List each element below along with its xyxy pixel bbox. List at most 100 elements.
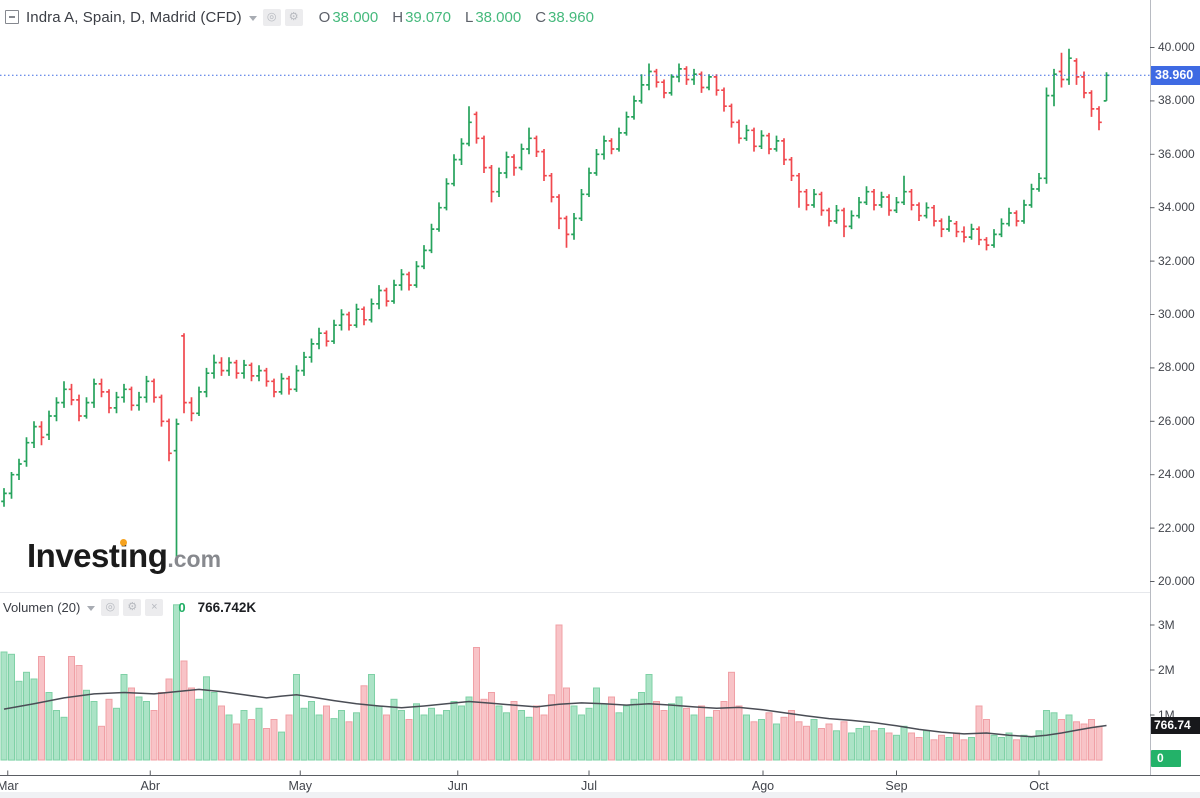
volume-bar (803, 725, 810, 761)
volume-bar (300, 707, 308, 761)
price-tick-label: 20.000 (1158, 574, 1195, 588)
ohlc-bar (466, 106, 472, 147)
volume-current-value: 0 (178, 599, 186, 615)
logo-orange-dot-i: i (119, 537, 129, 574)
volume-bar (1028, 737, 1035, 761)
logo-part: ng (128, 537, 168, 574)
ohlc-bar (758, 130, 765, 149)
ohlc-bar (796, 173, 802, 208)
ohlc-bar (413, 261, 420, 288)
volume-bar (368, 674, 375, 761)
volume-bar (683, 707, 690, 761)
volume-bar (353, 712, 360, 761)
ohlc-bar (61, 381, 67, 408)
close-value: 38.960 (548, 8, 594, 26)
ohlc-bar (143, 375, 150, 403)
ohlc-bar (188, 397, 195, 422)
volume-bar (728, 671, 735, 761)
volume-bar (713, 710, 720, 761)
ohlc-bar (556, 194, 562, 230)
ohlc-bar (241, 359, 247, 379)
volume-bar (1080, 723, 1088, 761)
ohlc-bar (301, 351, 307, 376)
ohlc-bar (136, 391, 142, 411)
volume-bar (435, 714, 443, 761)
ohlc-bar (953, 221, 960, 238)
volume-bar (465, 696, 473, 761)
volume-bar (248, 719, 255, 761)
ohlc-bar (901, 175, 907, 205)
volume-bar (795, 721, 803, 761)
close-icon[interactable]: × (145, 598, 164, 616)
volume-bar (60, 716, 68, 761)
volume-bar (743, 714, 750, 761)
chevron-down-icon[interactable] (87, 605, 96, 611)
ohlc-bar (503, 151, 510, 179)
settings-icon[interactable]: ⚙ (123, 598, 142, 616)
volume-bar (1050, 712, 1058, 761)
volume-bar (173, 604, 180, 761)
volume-bar (1035, 730, 1043, 761)
ohlc-bar (1036, 173, 1042, 192)
volume-bar (383, 714, 390, 761)
time-scale-axis[interactable]: Mar Abr May Jun Jul Ago Sep Oct (0, 775, 1200, 798)
ohlc-bar (653, 68, 660, 88)
ohlc-bar (676, 63, 682, 83)
chevron-down-icon[interactable] (248, 15, 257, 21)
visibility-icon[interactable]: ◎ (262, 8, 281, 26)
ohlc-bar (488, 165, 495, 203)
ohlc-bar (698, 71, 705, 93)
ohlc-bar (338, 309, 345, 331)
price-legend: Indra A, Spain, D, Madrid (CFD) ◎ ⚙ O 38.… (5, 7, 608, 27)
volume-tick-label: 2M (1158, 662, 1175, 677)
price-tick-label: 30.000 (1158, 307, 1195, 321)
volume-bar (203, 676, 210, 761)
symbol-title[interactable]: Indra A, Spain, D, Madrid (CFD) (26, 8, 242, 26)
ohlc-bar (773, 135, 780, 152)
ohlc-bar (68, 383, 75, 406)
price-tick-label: 28.000 (1158, 360, 1195, 375)
ohlc-bar (53, 397, 60, 422)
volume-bar (960, 739, 968, 761)
volume-bar (308, 701, 315, 761)
volume-bar (908, 732, 915, 761)
ohlc-bar (436, 202, 442, 232)
ohlc-bar (31, 421, 37, 448)
volume-bar (1095, 725, 1103, 761)
volume-bar (443, 710, 450, 761)
volume-bar (945, 737, 953, 761)
price-scale-axis[interactable]: 40.000 38.000 36.000 34.000 32.000 30.000 28.0… (1151, 0, 1200, 775)
settings-icon[interactable]: ⚙ (284, 8, 303, 26)
month-label: Oct (1029, 779, 1049, 793)
price-tick-label: 34.000 (1158, 200, 1195, 215)
volume-bar (855, 728, 863, 761)
ohlc-readout: O 38.000 H 39.070 L 38.000 C 38.960 (319, 9, 608, 26)
ohlc-bar (451, 154, 457, 187)
ohlc-bar (1103, 72, 1110, 102)
volume-bar (458, 705, 465, 761)
minus-glyph (9, 16, 15, 18)
ohlc-bar (856, 197, 862, 219)
volume-bar (825, 723, 833, 761)
volume-bar (98, 725, 105, 761)
volume-bar (113, 707, 120, 761)
ohlc-bar (128, 386, 135, 411)
volume-indicator-title[interactable]: Volumen (20) (3, 599, 81, 615)
ohlc-bar (526, 127, 532, 155)
volume-bar (158, 692, 165, 761)
ohlc-bar (391, 279, 397, 304)
volume-ma-value: 766.742K (197, 599, 257, 615)
ohlc-bar (8, 472, 15, 499)
ohlc-bar (151, 378, 157, 403)
volume-bar (750, 721, 758, 761)
volume-bar (233, 723, 240, 761)
volume-bar (263, 728, 270, 761)
volume-bar (143, 701, 150, 761)
visibility-icon[interactable]: ◎ (101, 598, 120, 616)
collapse-panel-icon[interactable] (5, 10, 19, 24)
ohlc-bar (226, 357, 232, 376)
volume-bar (293, 674, 300, 761)
volume-bar (165, 678, 173, 761)
ohlc-bar (38, 421, 45, 446)
